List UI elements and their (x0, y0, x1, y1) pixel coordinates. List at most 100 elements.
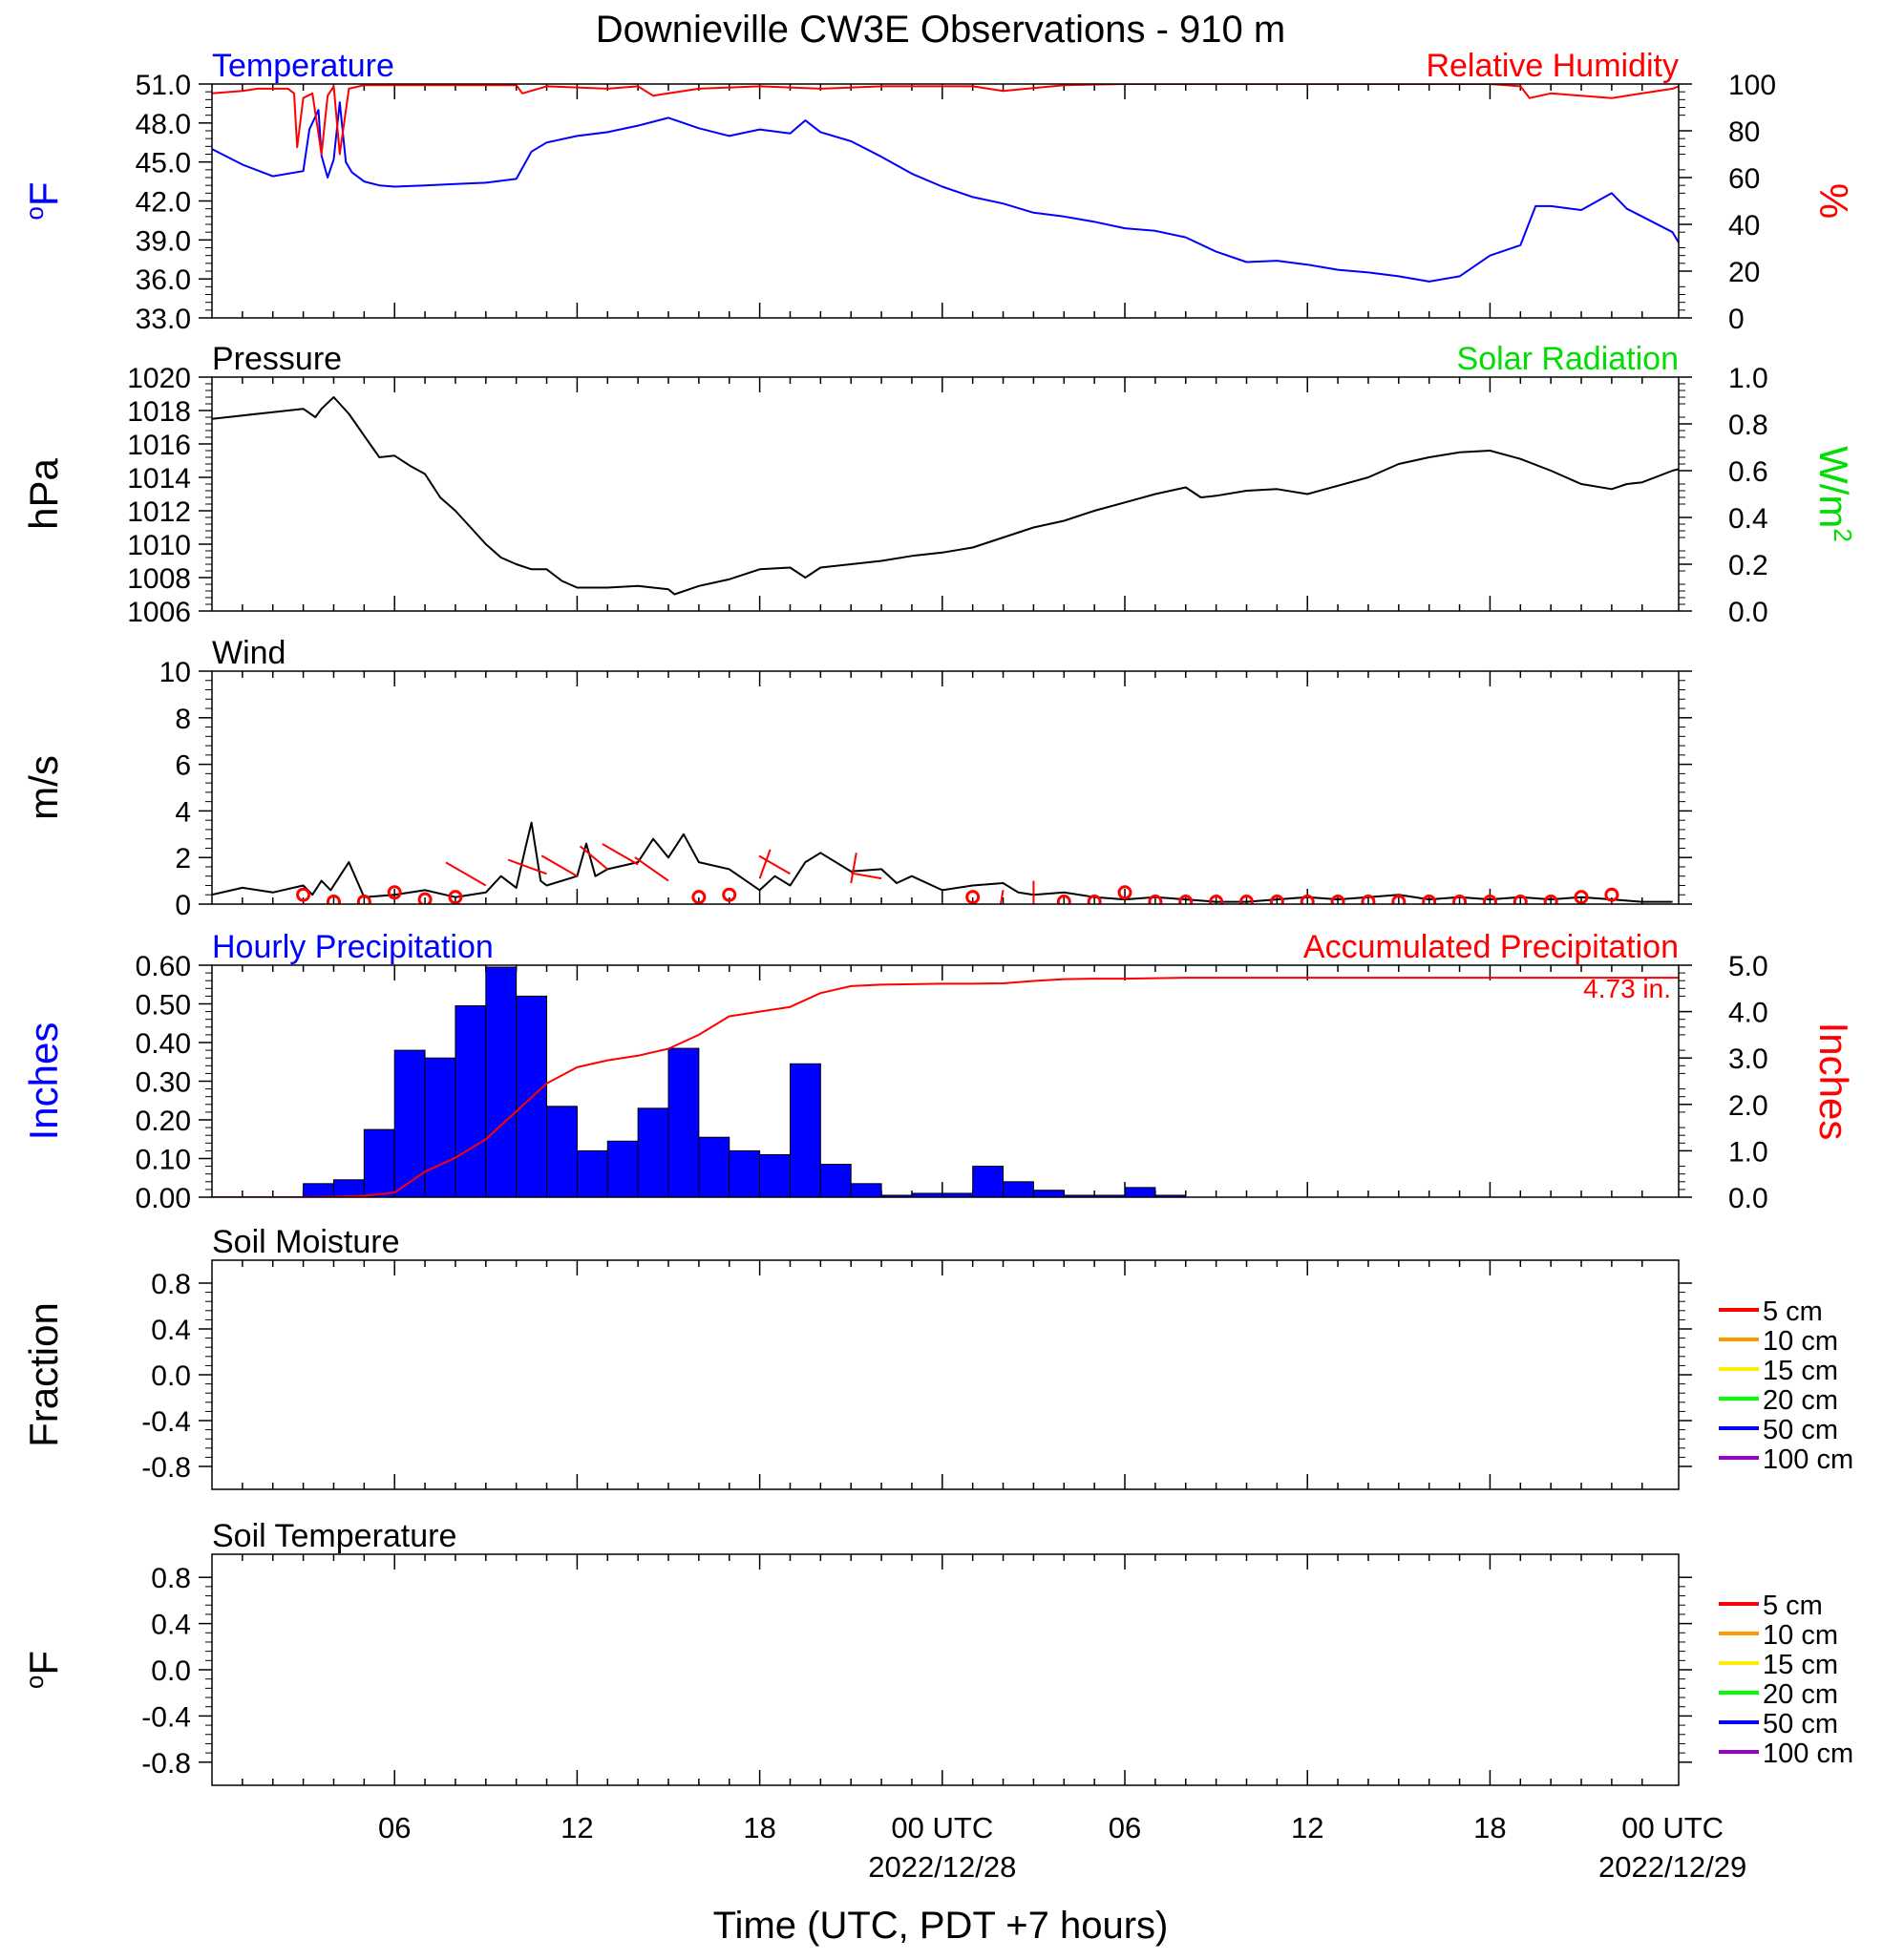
calm-wind-marker (1300, 895, 1315, 904)
y-tick-label-right: 60 (1728, 163, 1760, 195)
y-axis-label-left: Fraction (21, 1302, 66, 1447)
wind-barb (758, 854, 791, 875)
y-tick-label: 0.0 (151, 1655, 191, 1687)
y-tick-label: 1006 (127, 597, 191, 628)
wind-barb (445, 861, 487, 887)
y-tick-label-right: 80 (1728, 116, 1760, 148)
legend-label: 10 cm (1763, 1620, 1838, 1651)
y-tick-label: 1016 (127, 430, 191, 461)
panel-frame (211, 83, 1680, 319)
calm-wind-marker (1178, 895, 1194, 904)
y-tick-label: 39.0 (136, 225, 191, 257)
series-line-accumulated-precipitation (212, 977, 1679, 1197)
x-date-label: 2022/12/28 (868, 1850, 1016, 1884)
y-tick-label-right: 1.0 (1728, 363, 1768, 394)
y-tick-label-right: 0.0 (1728, 1183, 1768, 1214)
legend-label: 10 cm (1763, 1326, 1838, 1357)
y-tick-label: 6 (175, 750, 191, 782)
legend-label: 15 cm (1763, 1650, 1838, 1680)
legend-label: 15 cm (1763, 1356, 1838, 1386)
svg-text:m/s: m/s (21, 755, 66, 820)
panel-wind: 0 2 4 6 8 10 Wind (159, 635, 1692, 921)
y-tick-label: 1014 (127, 463, 191, 495)
y-tick-label-right: 5.0 (1728, 951, 1768, 982)
legend-label: 5 cm (1763, 1591, 1823, 1621)
x-tick-label: 12 (1291, 1811, 1323, 1844)
precip-bar (759, 1153, 791, 1197)
y-tick-label-right: 0.0 (1728, 597, 1768, 628)
precip-bar (303, 1183, 334, 1197)
legend-label: 20 cm (1763, 1679, 1838, 1710)
calm-wind-marker (1482, 895, 1497, 904)
x-tick-label: 00 UTC (891, 1811, 993, 1844)
calm-wind-marker (1056, 895, 1071, 904)
precip-bar (606, 1140, 639, 1197)
y-tick-label: -0.4 (141, 1701, 191, 1733)
plot-area-pres (212, 396, 1679, 596)
y-tick-label: 36.0 (136, 264, 191, 296)
calm-wind-marker (691, 890, 707, 904)
legend-label: 5 cm (1763, 1296, 1823, 1327)
y-tick-label: 2 (175, 843, 191, 875)
y-tick-label: 0.40 (136, 1028, 191, 1060)
y-tick-label-right: 100 (1728, 70, 1776, 101)
panel-title-left: Wind (212, 635, 286, 671)
svg-text:Inches: Inches (1811, 1022, 1856, 1141)
wind-barb (851, 872, 882, 880)
y-tick-label: 1020 (127, 363, 191, 394)
legend-label: 50 cm (1763, 1415, 1838, 1445)
precip-bar (455, 1005, 487, 1197)
y-tick-label: 10 (159, 657, 191, 688)
y-tick-label: 0 (175, 890, 191, 921)
y-tick-label-right: 40 (1728, 210, 1760, 242)
legend-label: 100 cm (1763, 1739, 1853, 1769)
panel-title-right: Solar Radiation (1457, 341, 1679, 377)
series-line-temperature (212, 101, 1679, 283)
y-tick-label: 42.0 (136, 187, 191, 219)
x-tick-label: 18 (743, 1811, 775, 1844)
precip-bar (363, 1128, 395, 1197)
y-tick-label: 33.0 (136, 304, 191, 335)
calm-wind-marker (448, 890, 463, 904)
chart-title: Downieville CW3E Observations - 910 m (596, 9, 1285, 51)
y-tick-label: 0.30 (136, 1067, 191, 1099)
wind-barb (579, 845, 608, 871)
plot-area-temp (212, 84, 1679, 283)
accumulated-total-label: 4.73 in. (1583, 974, 1671, 1003)
precip-bar (424, 1057, 456, 1197)
svg-text:hPa: hPa (21, 457, 66, 529)
x-axis-label: Time (UTC, PDT +7 hours) (713, 1905, 1169, 1947)
x-tick-label: 06 (1109, 1811, 1141, 1844)
y-tick-label: 0.50 (136, 990, 191, 1022)
panel-title-left: Pressure (212, 341, 342, 377)
legend-label: 20 cm (1763, 1385, 1838, 1416)
precip-bar (789, 1063, 821, 1197)
svg-text:Fraction: Fraction (21, 1302, 66, 1447)
wind-barb (507, 858, 547, 875)
calm-wind-marker (1269, 895, 1284, 904)
y-tick-label-right: 0.6 (1728, 456, 1768, 488)
y-axis-label-left: oF (20, 181, 66, 220)
y-tick-label: -0.8 (141, 1748, 191, 1780)
calm-wind-marker (1422, 895, 1437, 904)
y-axis-label-left: oF (20, 1651, 66, 1689)
calm-wind-marker (1148, 895, 1163, 904)
panel-frame (211, 1553, 1680, 1786)
y-tick-label: 45.0 (136, 148, 191, 179)
panel-frame (211, 670, 1680, 905)
panel-title-right: Relative Humidity (1426, 48, 1679, 84)
y-tick-label: 1018 (127, 396, 191, 428)
precip-bar (637, 1107, 669, 1197)
precip-bar (819, 1164, 852, 1197)
calm-wind-marker (1513, 895, 1528, 904)
calm-wind-marker (722, 887, 737, 902)
y-tick-label: 1012 (127, 496, 191, 528)
legend-label: 100 cm (1763, 1444, 1853, 1475)
legend-label: 50 cm (1763, 1709, 1838, 1739)
y-tick-label-right: 4.0 (1728, 998, 1768, 1029)
x-date-label: 2022/12/29 (1598, 1850, 1746, 1884)
svg-text:oF: oF (20, 181, 66, 220)
calm-wind-marker (1087, 895, 1102, 904)
